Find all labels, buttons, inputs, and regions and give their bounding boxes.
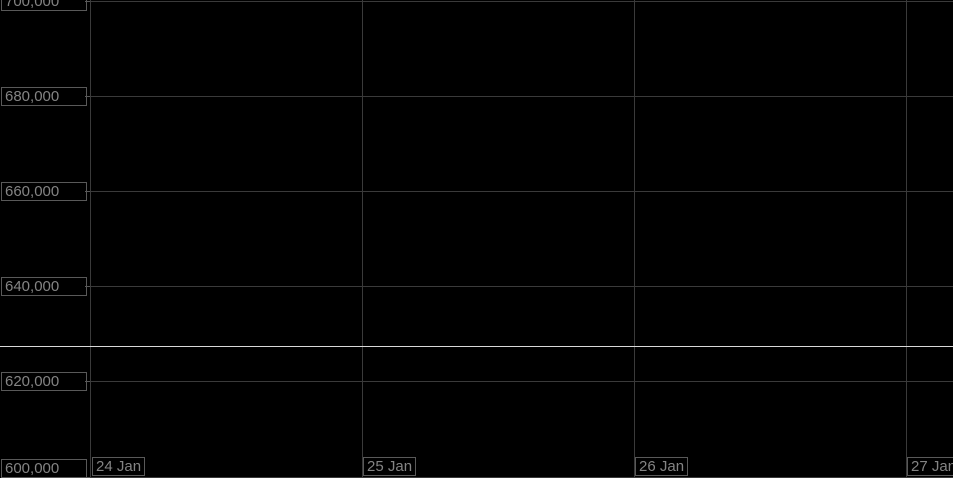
gridline-horizontal-660000 (90, 191, 953, 192)
x-axis-label-24-jan: 24 Jan (92, 457, 146, 476)
x-axis-label-25-jan: 25 Jan (363, 457, 417, 476)
gridline-horizontal-700000 (90, 1, 953, 2)
gridline-horizontal-620000 (90, 381, 953, 382)
y-tick-mark-620000 (85, 381, 90, 382)
y-tick-mark-700000 (85, 1, 90, 2)
y-axis-label-620000: 620,000 (1, 372, 87, 391)
y-axis-label-600000: 600,000 (1, 459, 87, 478)
gridline-vertical-27-jan (906, 0, 907, 478)
gridline-vertical-25-jan (362, 0, 363, 478)
y-axis-label-700000: 700,000 (1, 0, 87, 11)
x-axis-label-26-jan: 26 Jan (635, 457, 689, 476)
y-tick-mark-660000 (85, 191, 90, 192)
y-axis-label-660000: 660,000 (1, 182, 87, 201)
y-axis-line (90, 0, 91, 478)
threshold-line (0, 346, 953, 347)
gridline-horizontal-680000 (90, 96, 953, 97)
y-tick-mark-680000 (85, 96, 90, 97)
x-axis-label-27-jan: 27 Jan (907, 457, 953, 476)
y-axis-label-680000: 680,000 (1, 87, 87, 106)
y-tick-mark-640000 (85, 286, 90, 287)
y-axis-label-640000: 640,000 (1, 277, 87, 296)
gridline-vertical-26-jan (634, 0, 635, 478)
gridline-horizontal-640000 (90, 286, 953, 287)
